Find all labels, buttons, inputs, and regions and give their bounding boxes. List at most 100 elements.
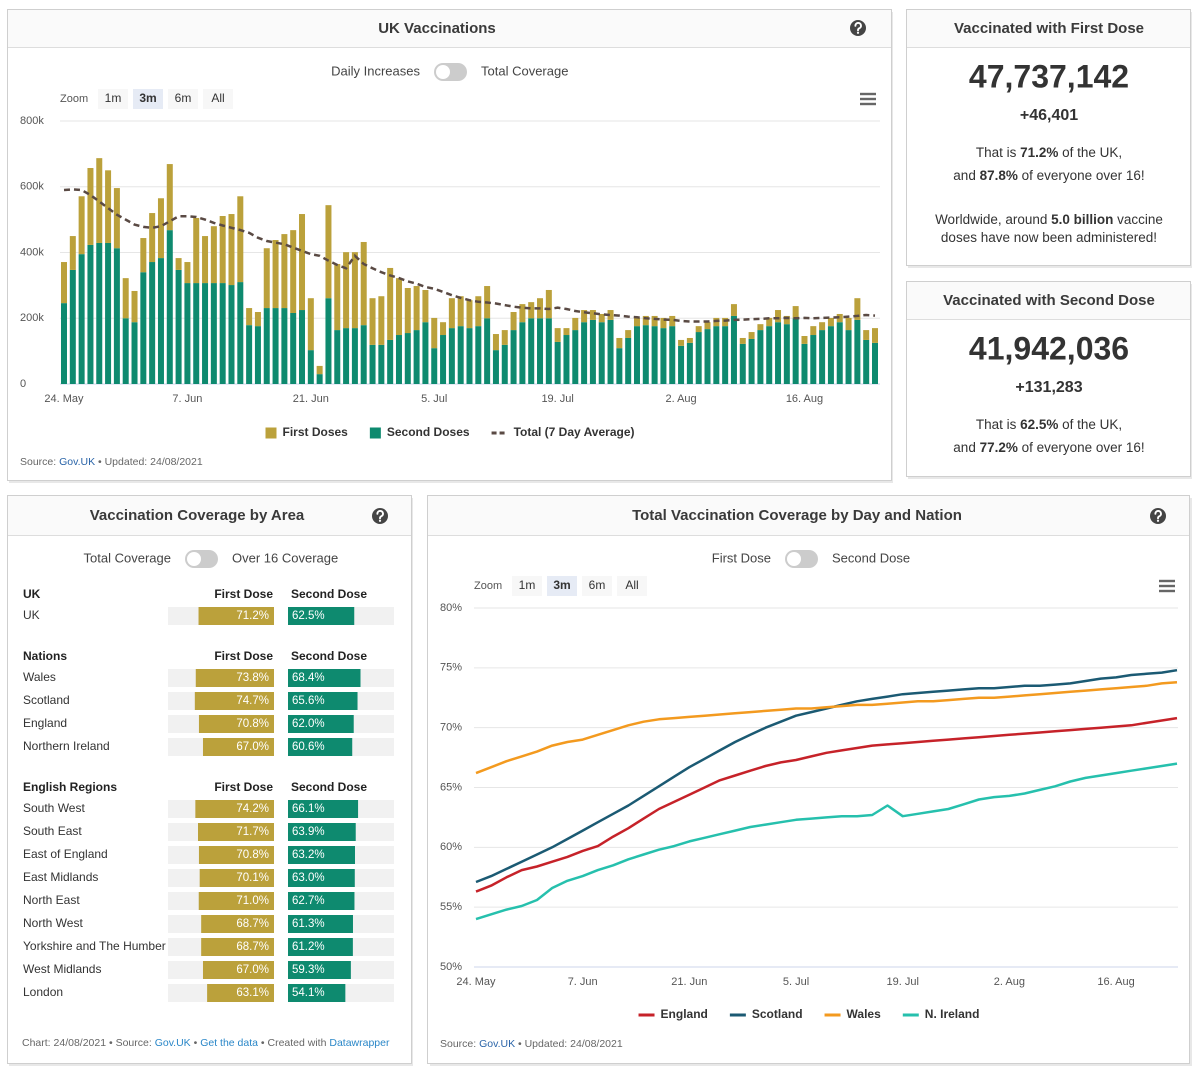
- bar: [757, 324, 764, 331]
- bar: [404, 333, 411, 384]
- menu-icon[interactable]: [860, 92, 876, 106]
- help-icon-dot[interactable]: [856, 31, 860, 34]
- text-part: Source:: [440, 1038, 479, 1050]
- x-tick-label: 5. Jul: [783, 976, 809, 988]
- second-dose-bar: [288, 869, 355, 887]
- zoom-button[interactable]: [168, 89, 198, 109]
- bar: [766, 317, 773, 327]
- zoom-option[interactable]: 6m: [589, 578, 606, 592]
- first-dose-bar: [198, 892, 274, 910]
- first-dose-label: 70.1%: [236, 872, 269, 884]
- help-icon-dot[interactable]: [378, 519, 382, 522]
- x-tick-label: 16. Aug: [1097, 976, 1134, 988]
- x-tick-label: 21. Jun: [671, 976, 707, 988]
- zoom-button[interactable]: [582, 576, 612, 596]
- x-tick-label: 7. Jun: [172, 393, 202, 405]
- second-dose-bar: [288, 846, 355, 864]
- x-tick-label: 24. May: [44, 393, 84, 405]
- bar: [669, 326, 676, 384]
- menu-icon-bar[interactable]: [860, 97, 876, 101]
- bar: [263, 248, 270, 309]
- zoom-option[interactable]: 1m: [105, 91, 122, 105]
- bar: [810, 326, 817, 336]
- bar: [210, 283, 217, 384]
- menu-icon[interactable]: [1159, 579, 1175, 593]
- second-dose-label: 61.3%: [292, 918, 325, 930]
- toggle[interactable]: [185, 550, 218, 568]
- help-icon[interactable]: [1150, 508, 1166, 524]
- zoom-button[interactable]: [617, 576, 647, 596]
- bar: [678, 339, 685, 346]
- link[interactable]: Datawrapper: [329, 1037, 390, 1049]
- bar: [290, 230, 297, 313]
- card-header: [428, 496, 1189, 535]
- zoom-option[interactable]: 1m: [519, 578, 536, 592]
- text-part: • Updated: 24/08/2021: [515, 1038, 623, 1050]
- zoom-button[interactable]: [512, 576, 542, 596]
- menu-icon-bar[interactable]: [1159, 589, 1175, 593]
- zoom-option[interactable]: 3m: [139, 91, 156, 105]
- card-title: Vaccinated with Second Dose: [943, 292, 1155, 309]
- bar: [422, 322, 429, 384]
- bar: [122, 318, 129, 384]
- toggle[interactable]: [434, 63, 467, 81]
- help-icon-glyph[interactable]: [854, 21, 862, 32]
- bar: [69, 236, 76, 270]
- bar: [254, 326, 261, 384]
- menu-icon-bar[interactable]: [860, 102, 876, 106]
- menu-icon-bar[interactable]: [860, 92, 876, 96]
- row-name: London: [23, 985, 63, 999]
- zoom-button[interactable]: [98, 89, 128, 109]
- bar: [863, 330, 870, 340]
- link[interactable]: Gov.UK: [59, 456, 95, 468]
- bar: [598, 322, 605, 384]
- toggle[interactable]: [785, 550, 818, 568]
- toggle-knob[interactable]: [787, 552, 801, 566]
- bar: [554, 341, 561, 384]
- bar: [819, 322, 826, 331]
- card-header: [8, 10, 891, 47]
- help-icon-dot[interactable]: [1156, 519, 1160, 522]
- menu-icon-bar[interactable]: [1159, 584, 1175, 588]
- text-part: Chart: 24/08/2021 • Source:: [22, 1037, 155, 1049]
- zoom-button[interactable]: [203, 89, 233, 109]
- bar: [395, 335, 402, 384]
- zoom-option[interactable]: 3m: [553, 578, 570, 592]
- help-icon[interactable]: [850, 20, 866, 36]
- link[interactable]: Gov.UK: [479, 1038, 515, 1050]
- text-part: Worldwide, around: [935, 212, 1051, 227]
- zoom-option[interactable]: All: [211, 91, 224, 105]
- row-name: East Midlands: [23, 870, 98, 884]
- toggle-knob[interactable]: [187, 552, 201, 566]
- toggle-knob[interactable]: [436, 65, 450, 79]
- help-icon-glyph[interactable]: [376, 509, 384, 520]
- help-icon[interactable]: [372, 508, 388, 524]
- text-part: 62.5%: [1020, 417, 1058, 432]
- y-tick-label: 60%: [440, 841, 462, 853]
- bar: [228, 285, 235, 384]
- link[interactable]: Gov.UK: [155, 1037, 191, 1049]
- bar: [713, 326, 720, 384]
- y-tick-label: 600k: [20, 181, 44, 193]
- second-dose-label: 63.0%: [292, 872, 325, 884]
- bar: [660, 328, 667, 384]
- menu-icon-bar[interactable]: [1159, 579, 1175, 583]
- first-dose-bar: [202, 738, 274, 756]
- bar: [202, 283, 209, 384]
- second-dose-bar: [288, 961, 351, 979]
- second-dose-label: 54.1%: [292, 987, 325, 999]
- text-part: of everyone over 16!: [1018, 168, 1145, 183]
- card-total: 47,737,142: [969, 58, 1129, 94]
- bar: [519, 322, 526, 384]
- bar: [863, 339, 870, 384]
- zoom-option[interactable]: 6m: [175, 91, 192, 105]
- bar: [122, 278, 129, 319]
- bar: [537, 318, 544, 384]
- zoom-button-selected[interactable]: [133, 89, 163, 109]
- link[interactable]: Get the data: [200, 1037, 258, 1049]
- help-icon-glyph[interactable]: [1154, 509, 1162, 520]
- zoom-option[interactable]: All: [625, 578, 638, 592]
- series-line: [475, 762, 1178, 921]
- zoom-button-selected[interactable]: [547, 576, 577, 596]
